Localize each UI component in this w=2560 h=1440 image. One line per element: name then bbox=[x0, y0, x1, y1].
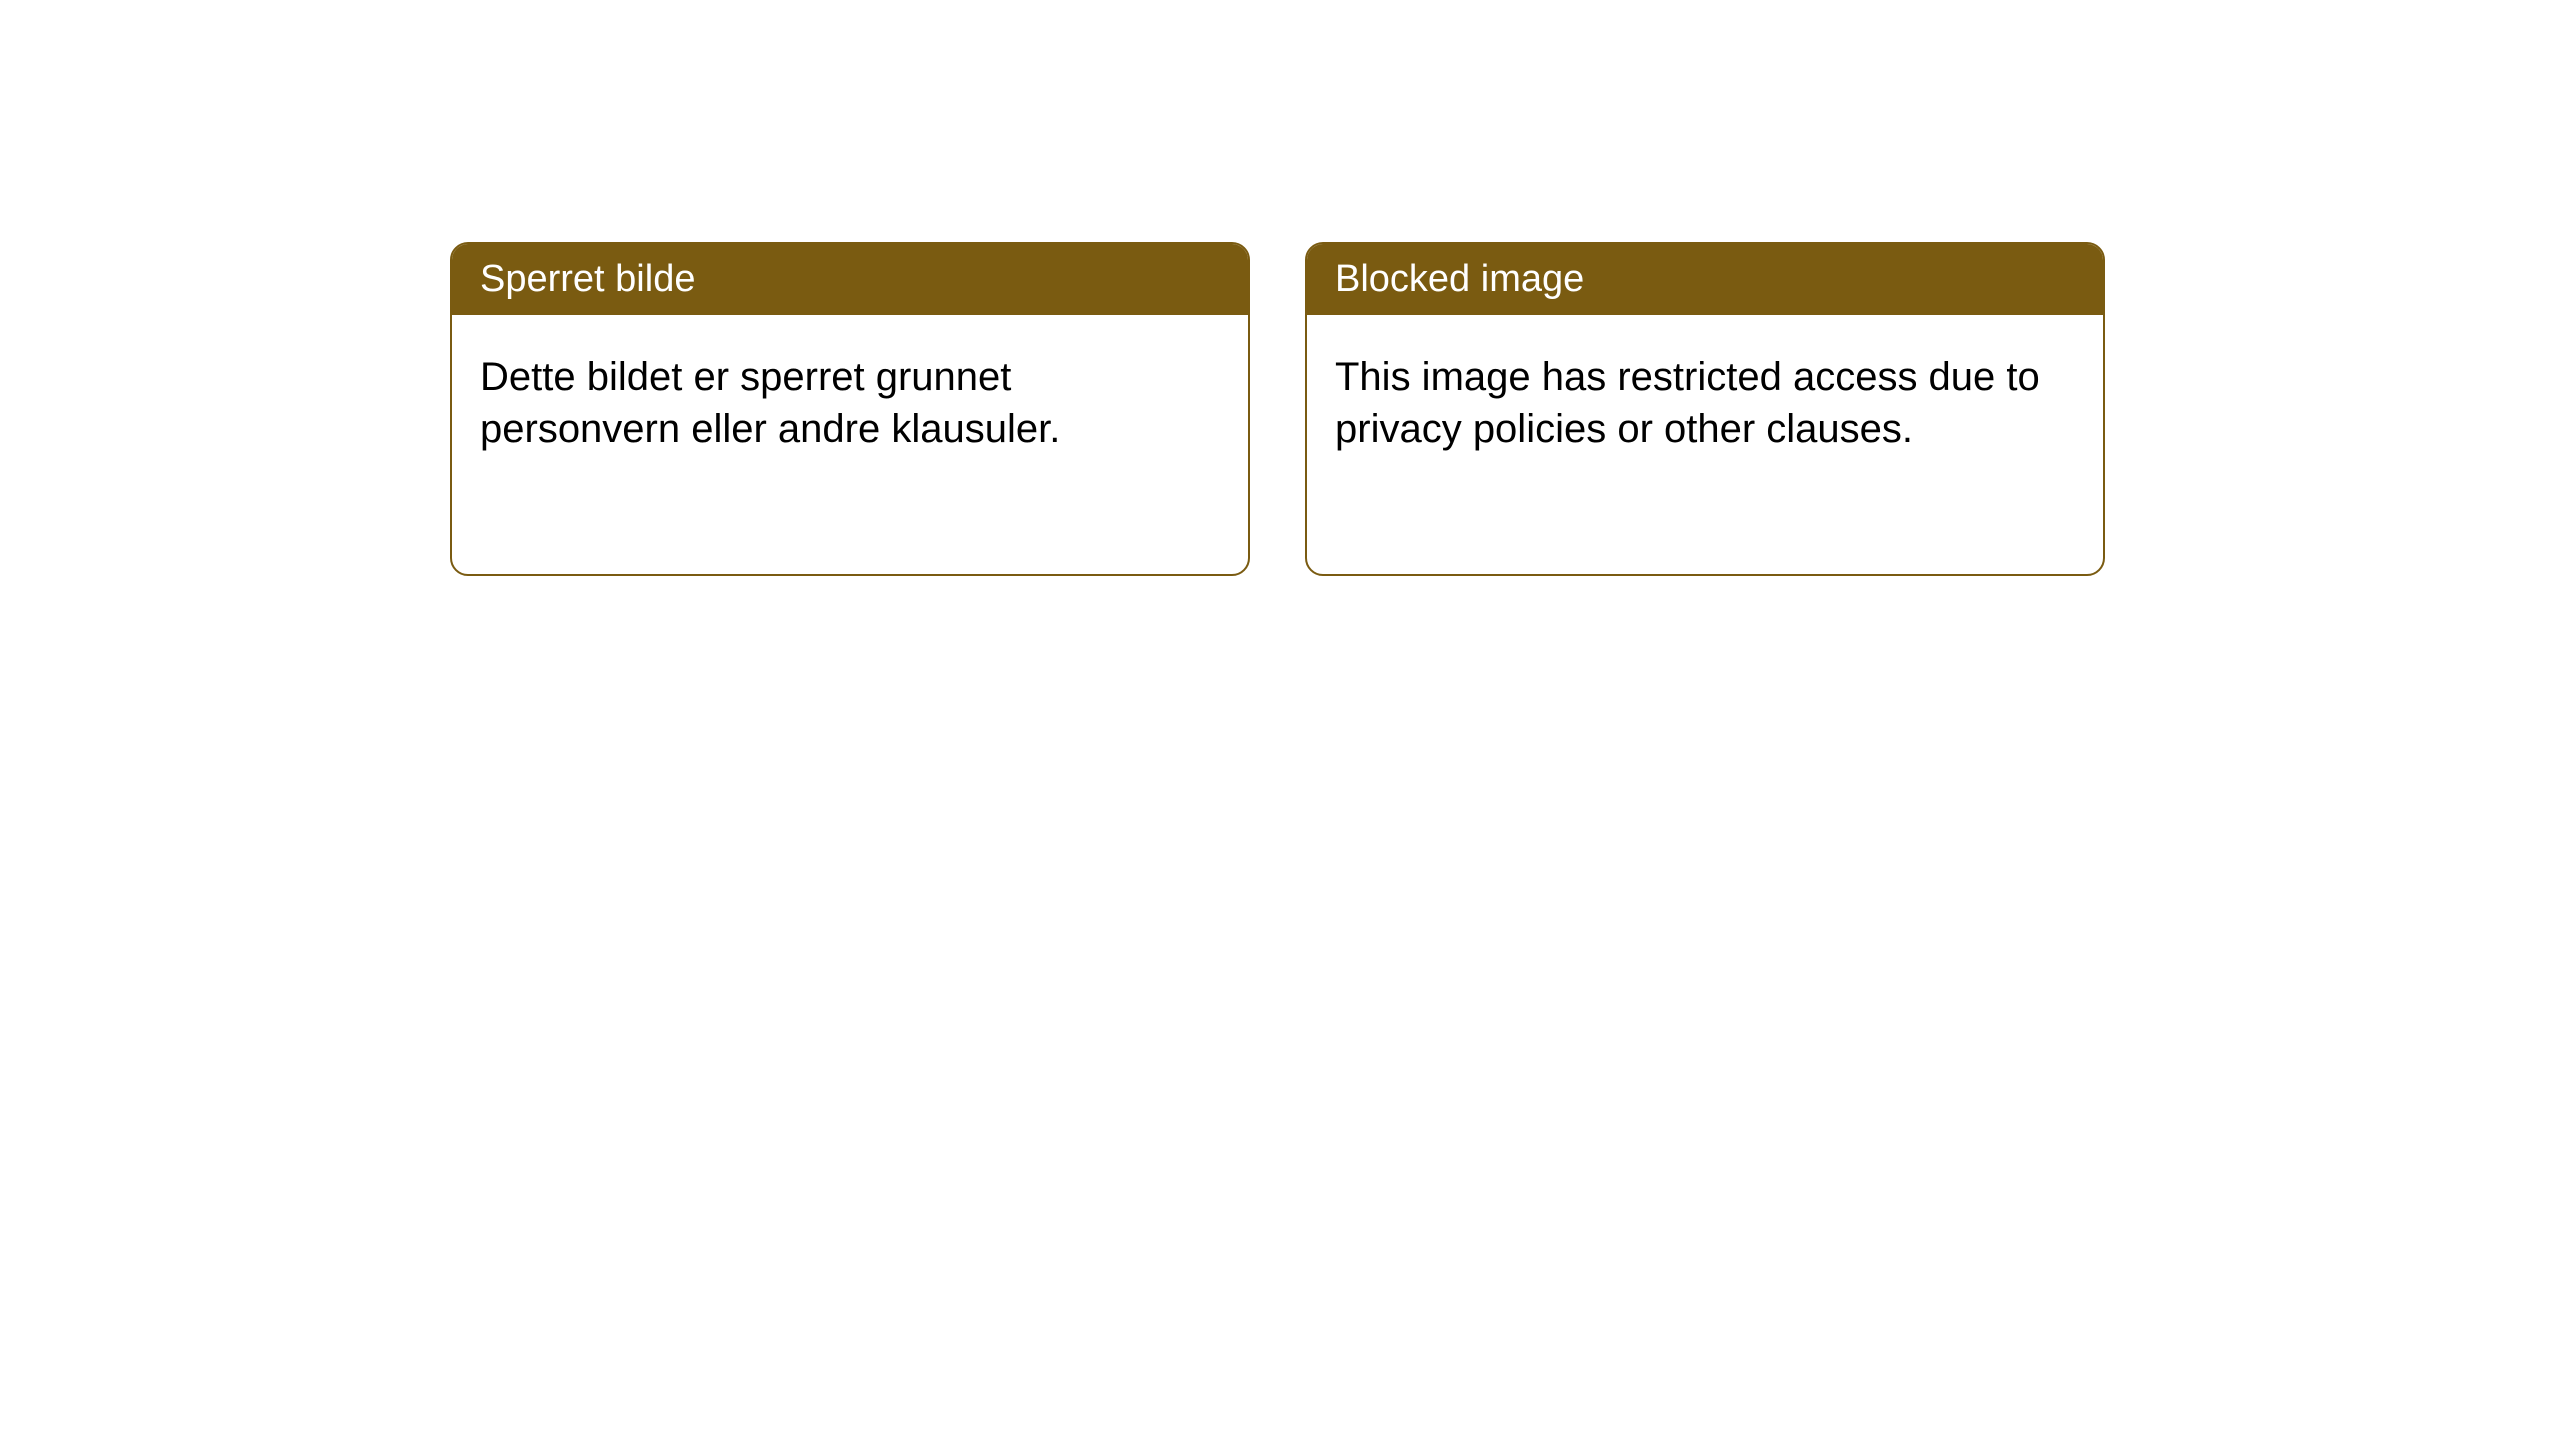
card-body: Dette bildet er sperret grunnet personve… bbox=[452, 315, 1248, 491]
blocked-image-card-no: Sperret bilde Dette bildet er sperret gr… bbox=[450, 242, 1250, 576]
blocked-image-card-en: Blocked image This image has restricted … bbox=[1305, 242, 2105, 576]
card-header: Blocked image bbox=[1307, 244, 2103, 315]
card-body: This image has restricted access due to … bbox=[1307, 315, 2103, 491]
card-header: Sperret bilde bbox=[452, 244, 1248, 315]
cards-container: Sperret bilde Dette bildet er sperret gr… bbox=[450, 242, 2105, 576]
